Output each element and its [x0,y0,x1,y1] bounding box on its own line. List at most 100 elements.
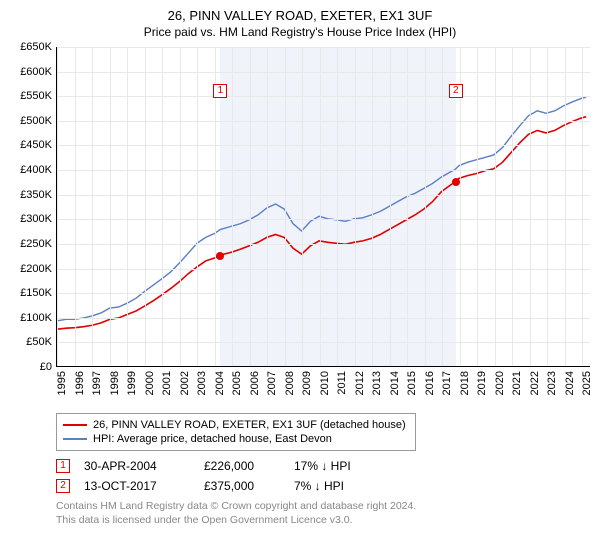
grid-line-v [565,47,566,366]
grid-line-h [57,342,590,343]
x-tick-label: 2025 [581,371,593,395]
x-tick-label: 2017 [441,371,453,395]
legend: 26, PINN VALLEY ROAD, EXETER, EX1 3UF (d… [56,413,416,451]
x-tick-label: 2004 [214,371,226,395]
y-tick-label: £0 [40,361,52,373]
grid-line-h [57,47,590,48]
grid-line-v [180,47,181,366]
y-tick-label: £450K [20,139,52,151]
sale-marker-box: 2 [449,84,463,98]
x-tick-label: 2021 [511,371,523,395]
grid-line-v [425,47,426,366]
x-tick-label: 2002 [179,371,191,395]
grid-line-h [57,293,590,294]
footer-line-2: This data is licensed under the Open Gov… [56,513,590,527]
grid-line-h [57,318,590,319]
sale-row-price: £375,000 [204,479,294,493]
y-tick-label: £650K [20,41,52,53]
grid-line-v [355,47,356,366]
sale-row-date: 30-APR-2004 [84,459,204,473]
sale-row-marker: 1 [56,459,70,473]
y-axis: £0£50K£100K£150K£200K£250K£300K£350K£400… [10,47,56,367]
sale-row-price: £226,000 [204,459,294,473]
x-tick-label: 2006 [249,371,261,395]
x-tick-label: 1996 [74,371,86,395]
x-tick-label: 2005 [231,371,243,395]
sale-row: 1 30-APR-2004£226,00017% ↓ HPI [56,459,590,473]
grid-line-v [250,47,251,366]
sale-row: 213-OCT-2017£375,0007% ↓ HPI [56,479,590,493]
x-tick-label: 2022 [529,371,541,395]
y-tick-label: £500K [20,115,52,127]
chart-subtitle: Price paid vs. HM Land Registry's House … [10,25,590,39]
y-tick-label: £250K [20,238,52,250]
grid-line-v [582,47,583,366]
series-line-hpi [57,97,586,321]
grid-line-h [57,170,590,171]
grid-line-v [57,47,58,366]
grid-line-v [197,47,198,366]
grid-line-h [57,72,590,73]
x-tick-label: 2024 [564,371,576,395]
sale-marker-box: 1 [213,84,227,98]
plot-area: 12 [56,47,590,367]
grid-line-v [302,47,303,366]
y-tick-label: £200K [20,263,52,275]
grid-line-v [162,47,163,366]
sale-row-marker: 2 [56,479,70,493]
sale-row-delta: 7% ↓ HPI [294,479,394,493]
grid-line-v [442,47,443,366]
grid-line-v [530,47,531,366]
grid-line-h [57,219,590,220]
legend-item: HPI: Average price, detached house, East… [63,432,409,446]
y-tick-label: £300K [20,213,52,225]
grid-line-v [390,47,391,366]
legend-item: 26, PINN VALLEY ROAD, EXETER, EX1 3UF (d… [63,418,409,432]
grid-line-v [127,47,128,366]
sales-table: 1 30-APR-2004£226,00017% ↓ HPI 213-OCT-201… [56,459,590,493]
grid-line-h [57,145,590,146]
y-tick-label: £550K [20,90,52,102]
sale-row-delta: 17% ↓ HPI [294,459,394,473]
grid-line-v [75,47,76,366]
x-tick-label: 2000 [144,371,156,395]
legend-label: HPI: Average price, detached house, East… [93,433,332,445]
x-tick-label: 2015 [406,371,418,395]
grid-line-h [57,195,590,196]
footer-line-1: Contains HM Land Registry data © Crown c… [56,499,590,513]
grid-line-v [477,47,478,366]
legend-label: 26, PINN VALLEY ROAD, EXETER, EX1 3UF (d… [93,419,406,431]
grid-line-h [57,244,590,245]
x-tick-label: 2023 [546,371,558,395]
grid-line-v [92,47,93,366]
grid-line-v [407,47,408,366]
grid-line-v [337,47,338,366]
x-tick-label: 1995 [56,371,68,395]
x-tick-label: 2013 [371,371,383,395]
x-tick-label: 2020 [494,371,506,395]
x-tick-label: 2011 [336,371,348,395]
x-tick-label: 2016 [424,371,436,395]
grid-line-h [57,96,590,97]
grid-line-v [495,47,496,366]
grid-line-v [547,47,548,366]
x-tick-label: 2001 [161,371,173,395]
chart-area: £0£50K£100K£150K£200K£250K£300K£350K£400… [10,47,590,407]
grid-line-v [320,47,321,366]
x-tick-label: 2008 [284,371,296,395]
grid-line-h [57,121,590,122]
legend-swatch [63,424,87,426]
grid-line-v [285,47,286,366]
y-tick-label: £400K [20,164,52,176]
sale-marker-dot [216,252,224,260]
footer-attribution: Contains HM Land Registry data © Crown c… [56,499,590,527]
grid-line-v [372,47,373,366]
y-tick-label: £100K [20,312,52,324]
x-tick-label: 2003 [196,371,208,395]
y-tick-label: £150K [20,287,52,299]
x-tick-label: 2007 [266,371,278,395]
grid-line-v [267,47,268,366]
grid-line-v [145,47,146,366]
grid-line-v [512,47,513,366]
y-tick-label: £50K [26,336,52,348]
